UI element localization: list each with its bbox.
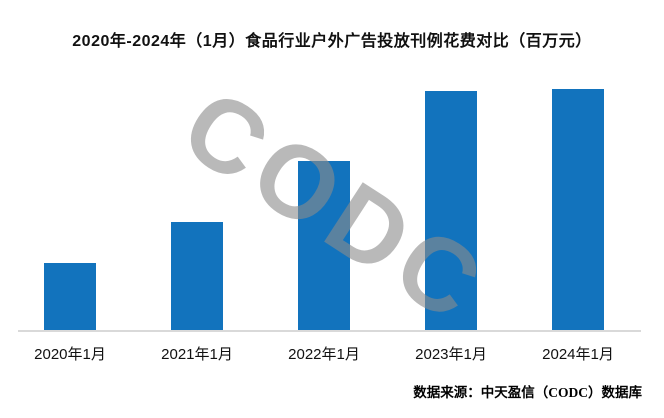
x-axis-label-5: 2024年1月 (542, 346, 614, 363)
bar-2 (171, 222, 223, 330)
x-axis-label-3: 2022年1月 (288, 346, 360, 363)
x-axis-label-2: 2021年1月 (161, 346, 233, 363)
x-axis-line (18, 330, 641, 332)
bar-1 (44, 263, 96, 330)
x-axis-label-1: 2020年1月 (34, 346, 106, 363)
x-axis-label-4: 2023年1月 (415, 346, 487, 363)
bar-5 (552, 89, 604, 330)
data-source-note: 数据来源：中天盈信（CODC）数据库 (413, 385, 642, 400)
bar-4 (425, 91, 477, 330)
bar-3 (298, 161, 350, 330)
chart-title: 2020年-2024年（1月）食品行业户外广告投放刊例花费对比（百万元） (72, 33, 592, 50)
